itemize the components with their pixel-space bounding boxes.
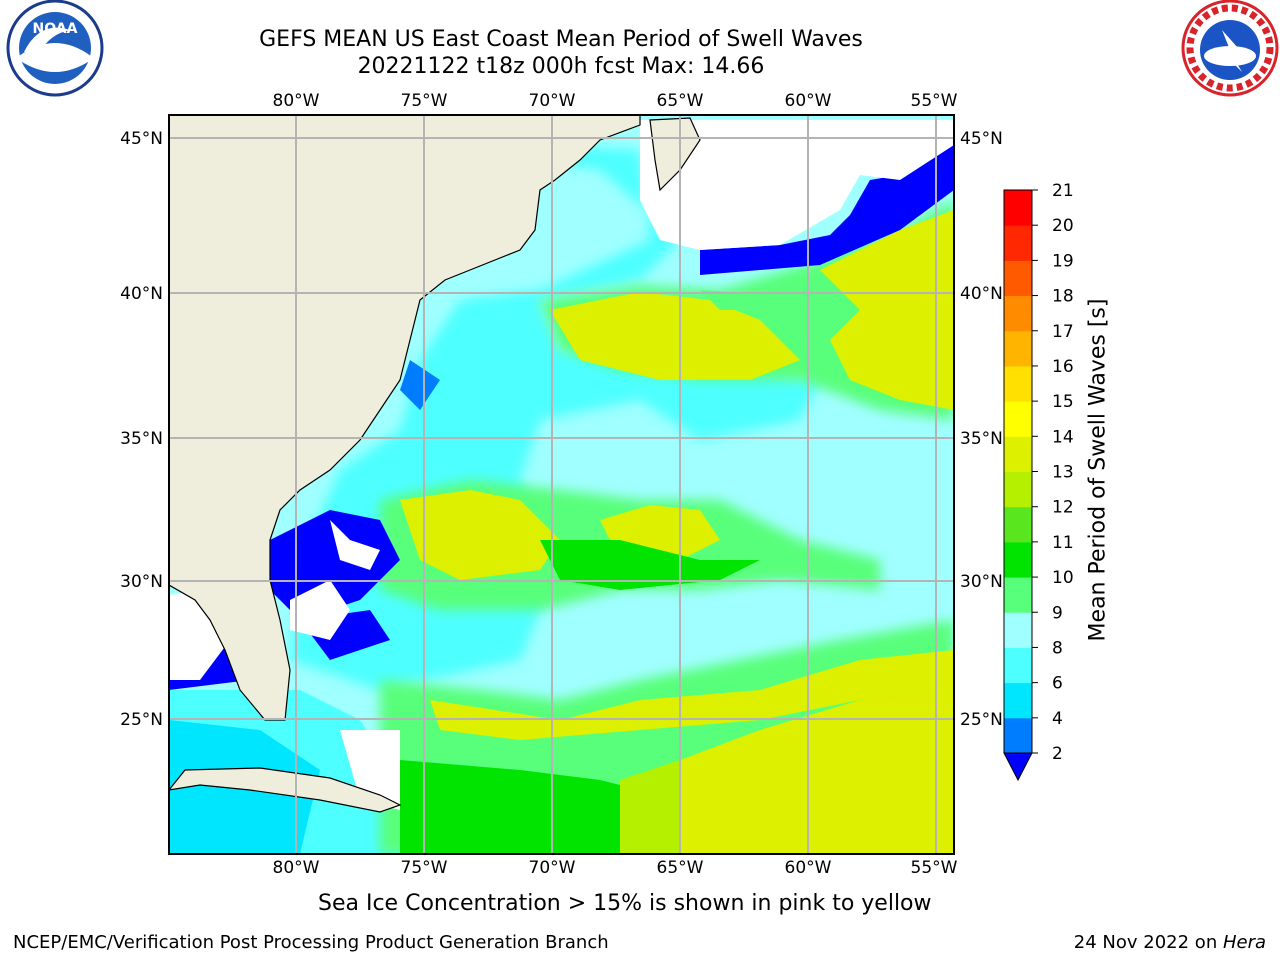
colorbar-segment xyxy=(1004,225,1032,261)
colorbar-tick-label: 16 xyxy=(1052,357,1074,377)
lon-tick-top: 65°W xyxy=(657,91,704,111)
colorbar-segment xyxy=(1004,365,1032,402)
colorbar-tick-label: 21 xyxy=(1052,181,1074,201)
colorbar-tick-label: 20 xyxy=(1052,216,1074,236)
colorbar-tick-label: 10 xyxy=(1052,568,1074,588)
footer-host: Hera xyxy=(1222,932,1266,953)
lon-tick-top: 75°W xyxy=(401,91,448,111)
colorbar-segment xyxy=(1004,682,1032,719)
colorbar-tick-label: 11 xyxy=(1052,533,1074,553)
colorbar-segment xyxy=(1004,612,1032,648)
colorbar-segment xyxy=(1004,506,1032,543)
colorbar-tick-label: 18 xyxy=(1052,287,1074,307)
colorbar-segment xyxy=(1004,647,1032,684)
lat-tick-left: 25°N xyxy=(120,710,163,730)
colorbar: 2 4 6 8 9 10 11 12 13 14 15 16 17 18 19 20 21 xyxy=(1003,181,1074,782)
lat-tick-right: 25°N xyxy=(960,710,1003,730)
map-panel xyxy=(169,115,954,854)
colorbar-tick-label: 12 xyxy=(1052,498,1074,518)
lat-tick-right: 40°N xyxy=(960,284,1003,304)
lon-tick-bottom: 55°W xyxy=(911,858,958,878)
lat-tick-left: 35°N xyxy=(120,429,163,449)
lon-tick-top: 60°W xyxy=(785,91,832,111)
colorbar-extend-arrow xyxy=(1003,752,1033,782)
lat-tick-left: 45°N xyxy=(120,129,163,149)
colorbar-tick-label: 8 xyxy=(1052,638,1063,658)
nws-logo xyxy=(1181,0,1279,97)
lon-tick-bottom: 80°W xyxy=(273,858,320,878)
colorbar-segment xyxy=(1004,295,1032,332)
colorbar-tick-label: 2 xyxy=(1052,744,1063,764)
lat-tick-right: 30°N xyxy=(960,572,1003,592)
footer-date-text: 24 Nov 2022 on xyxy=(1073,932,1223,953)
map-frame xyxy=(168,114,955,855)
sea-ice-note: Sea Ice Concentration > 15% is shown in … xyxy=(318,891,932,916)
colorbar-segment xyxy=(1004,190,1032,226)
colorbar-tick-label: 19 xyxy=(1052,251,1074,271)
colorbar-tick-label: 17 xyxy=(1052,322,1074,342)
colorbar-segment xyxy=(1004,471,1032,508)
colorbar-segment xyxy=(1004,541,1032,578)
lon-tick-bottom: 70°W xyxy=(529,858,576,878)
lon-tick-top: 80°W xyxy=(273,91,320,111)
graticule xyxy=(169,115,954,854)
colorbar-segment xyxy=(1004,577,1032,613)
chart-subtitle: 20221122 t18z 000h fcst Max: 14.66 xyxy=(357,54,765,79)
lat-tick-right: 35°N xyxy=(960,429,1003,449)
colorbar-segment xyxy=(1004,260,1032,297)
noaa-logo: NOAA xyxy=(6,0,104,97)
colorbar-tick-label: 14 xyxy=(1052,427,1074,447)
colorbar-segment xyxy=(1004,401,1032,437)
colorbar-tick-label: 15 xyxy=(1052,392,1074,412)
footer-credit: NCEP/EMC/Verification Post Processing Pr… xyxy=(13,932,609,953)
lon-tick-bottom: 60°W xyxy=(785,858,832,878)
colorbar-tick-label: 4 xyxy=(1052,709,1063,729)
colorbar-label: Mean Period of Swell Waves [s] xyxy=(1085,298,1111,642)
lat-tick-left: 30°N xyxy=(120,572,163,592)
colorbar-segment xyxy=(1004,330,1032,367)
lon-tick-bottom: 75°W xyxy=(401,858,448,878)
colorbar-segment xyxy=(1004,717,1032,754)
lat-tick-left: 40°N xyxy=(120,284,163,304)
footer-date: 24 Nov 2022 on Hera xyxy=(1074,932,1266,953)
colorbar-tick-label: 9 xyxy=(1052,603,1063,623)
svg-text:NOAA: NOAA xyxy=(33,21,78,37)
colorbar-segment xyxy=(1004,436,1032,472)
colorbar-tick-label: 13 xyxy=(1052,463,1074,483)
chart-title: GEFS MEAN US East Coast Mean Period of S… xyxy=(259,27,863,52)
lat-tick-right: 45°N xyxy=(960,129,1003,149)
colorbar-tick-label: 6 xyxy=(1052,674,1063,694)
lon-tick-top: 55°W xyxy=(911,91,958,111)
lon-tick-top: 70°W xyxy=(529,91,576,111)
lon-tick-bottom: 65°W xyxy=(657,858,704,878)
